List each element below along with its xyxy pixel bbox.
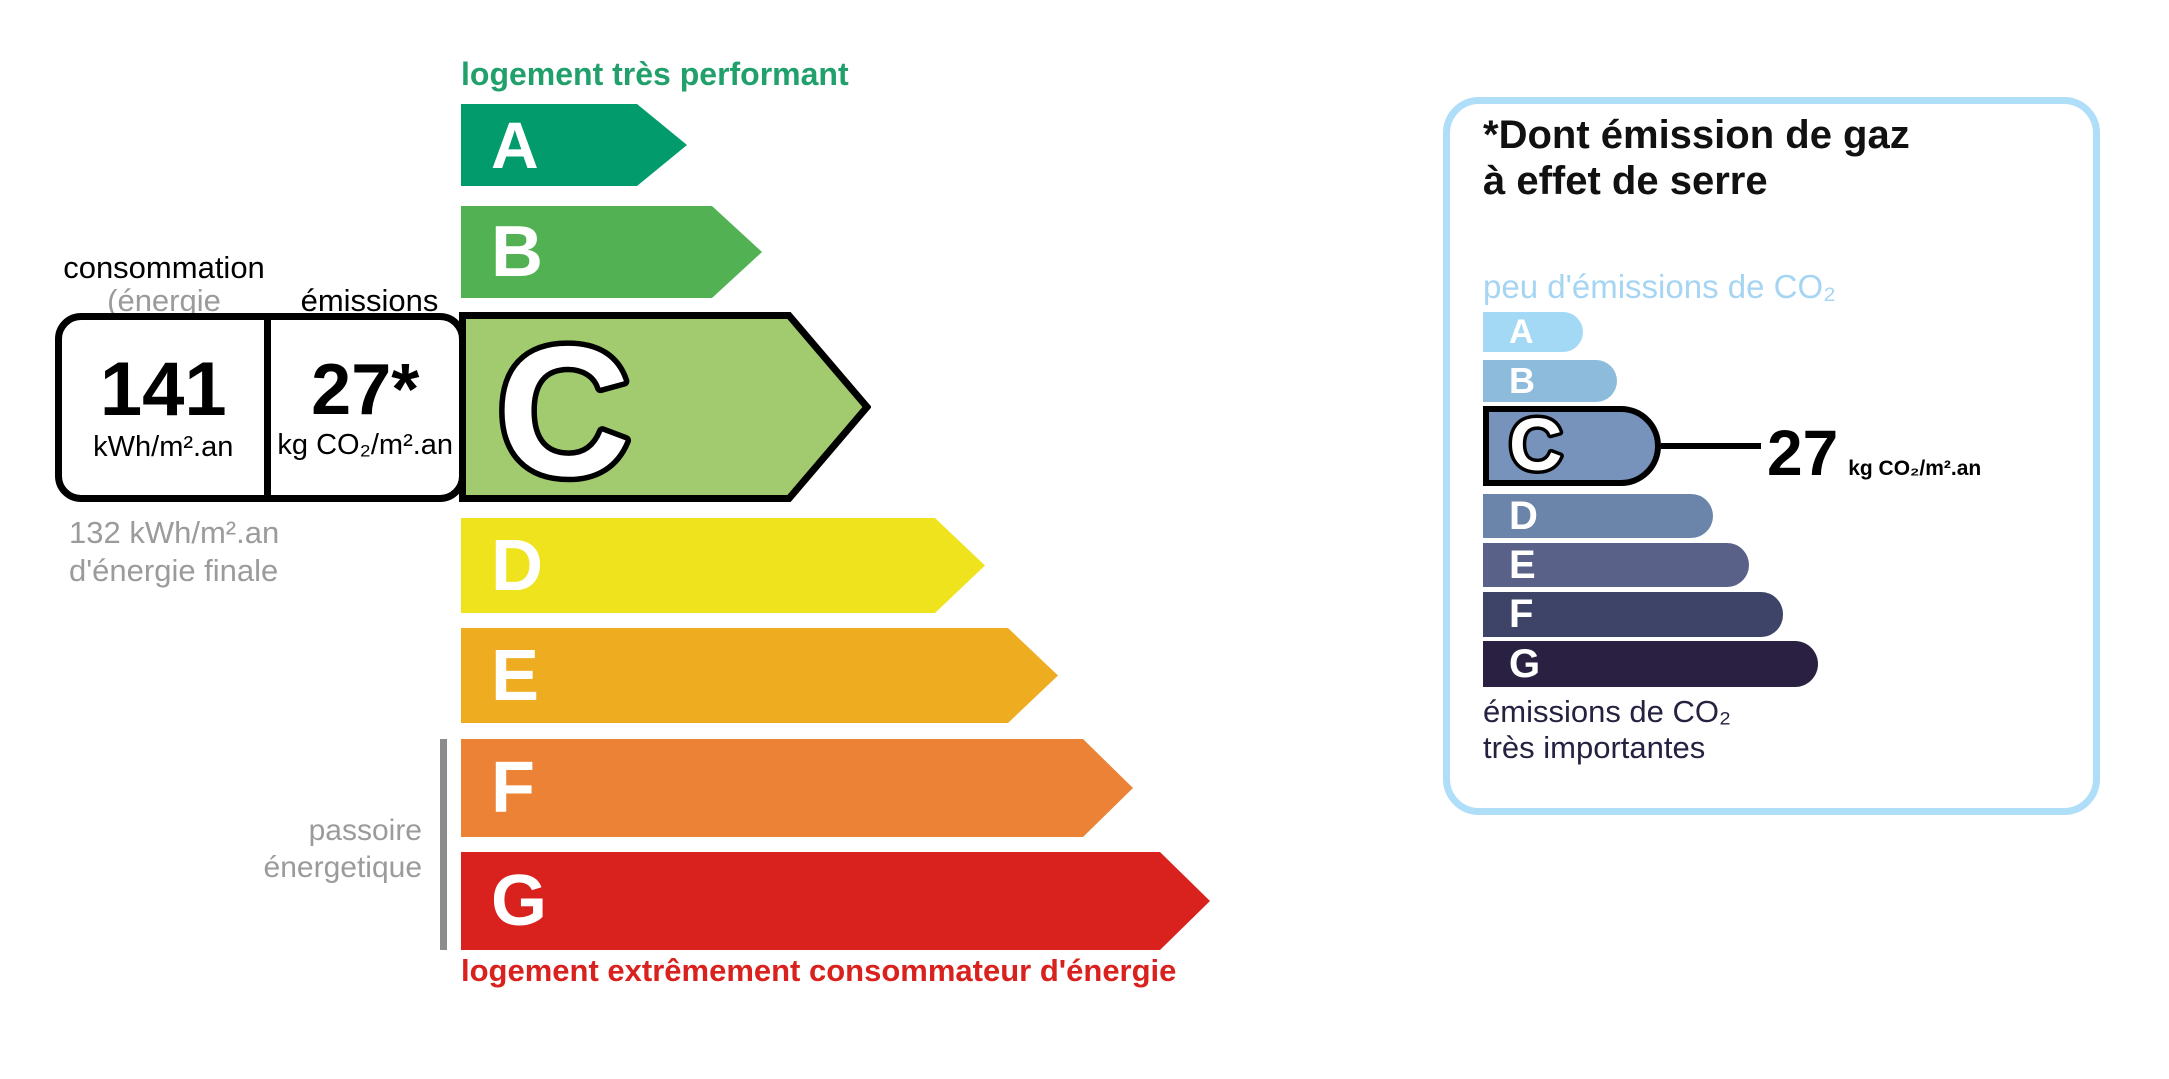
final-energy-note: 132 kWh/m².an d'énergie finale bbox=[69, 514, 279, 590]
sieve-marker-bar bbox=[440, 739, 447, 950]
co2-grade-row-b: B bbox=[1483, 360, 1617, 402]
box-divider bbox=[264, 320, 272, 495]
energy-grade-letter-a: A bbox=[491, 108, 539, 182]
energy-grade-letter-d: D bbox=[491, 525, 543, 606]
high-co2-label-line1: émissions de CO₂ bbox=[1483, 694, 1732, 729]
top-performance-label: logement très performant bbox=[461, 56, 849, 92]
energy-grade-row-d: D bbox=[461, 518, 985, 613]
energy-grade-row-a: A bbox=[461, 104, 687, 186]
high-co2-label-line2: très importantes bbox=[1483, 730, 1706, 765]
energy-grade-letter-f: F bbox=[491, 748, 535, 828]
energy-grade-row-e: E bbox=[461, 628, 1058, 723]
primary-energy-unit: kWh/m².an bbox=[93, 430, 234, 463]
energy-grade-letter-b: B bbox=[491, 212, 543, 292]
low-co2-label: peu d'émissions de CO₂ bbox=[1483, 268, 1836, 305]
sieve-label: passoire énergetique bbox=[150, 812, 422, 886]
emissions-value: 27* bbox=[311, 349, 420, 430]
sieve-label-line2: énergetique bbox=[263, 851, 422, 884]
final-energy-line1: 132 kWh/m².an bbox=[69, 515, 280, 550]
energy-grade-row-g: G bbox=[461, 852, 1210, 950]
final-energy-line2: d'énergie finale bbox=[69, 553, 279, 588]
emissions-header: émissions bbox=[300, 283, 439, 318]
selected-energy-grade-arrow: C bbox=[459, 312, 871, 502]
co2-grade-row-g: G bbox=[1483, 641, 1818, 687]
energy-grade-letter-g: G bbox=[491, 861, 548, 941]
co2-grade-row-f: F bbox=[1483, 592, 1783, 637]
co2-value-connector-line bbox=[1661, 443, 1761, 449]
consumption-header: consommation bbox=[63, 250, 265, 285]
emissions-cell: 27* kg CO₂/m².an bbox=[271, 320, 459, 495]
high-consumption-label: logement extrêmement consommateur d'éner… bbox=[461, 953, 1177, 988]
energy-grade-row-b: B bbox=[461, 206, 762, 298]
co2-panel-title-line1: *Dont émission de gaz bbox=[1483, 113, 1910, 157]
co2-grade-row-d: D bbox=[1483, 494, 1713, 538]
co2-grade-row-e: E bbox=[1483, 543, 1749, 587]
co2-grade-letter-e: E bbox=[1509, 542, 1536, 587]
sieve-label-line1: passoire bbox=[308, 814, 422, 847]
co2-value-group: 27 kg CO₂/m².an bbox=[1767, 421, 1981, 485]
co2-panel-title-line2: à effet de serre bbox=[1483, 159, 1768, 203]
primary-energy-cell: 141 kWh/m².an bbox=[62, 320, 264, 495]
co2-grade-letter-d: D bbox=[1509, 493, 1538, 538]
co2-grade-letter-b: B bbox=[1509, 360, 1535, 401]
co2-value-unit: kg CO₂/m².an bbox=[1848, 457, 1982, 480]
primary-energy-value: 141 bbox=[99, 346, 227, 432]
consumption-emissions-box: 141 kWh/m².an 27* kg CO₂/m².an bbox=[55, 313, 466, 502]
co2-grade-letter-a: A bbox=[1509, 312, 1534, 351]
co2-grade-row-a: A bbox=[1483, 312, 1583, 352]
energy-grade-row-f: F bbox=[461, 739, 1133, 837]
selected-co2-grade-pill: C bbox=[1483, 400, 1661, 490]
emissions-unit: kg CO₂/m².an bbox=[277, 428, 454, 461]
co2-grade-letter-f: F bbox=[1509, 592, 1534, 636]
co2-grade-letter-g: G bbox=[1509, 641, 1541, 686]
selected-co2-letter-svg: C bbox=[1506, 400, 1566, 490]
energy-grade-letter-e: E bbox=[491, 635, 540, 716]
co2-value: 27 bbox=[1767, 417, 1839, 489]
co2-grade-letter-c: C bbox=[1509, 412, 1562, 480]
energy-grade-letter-c: C bbox=[497, 312, 631, 502]
